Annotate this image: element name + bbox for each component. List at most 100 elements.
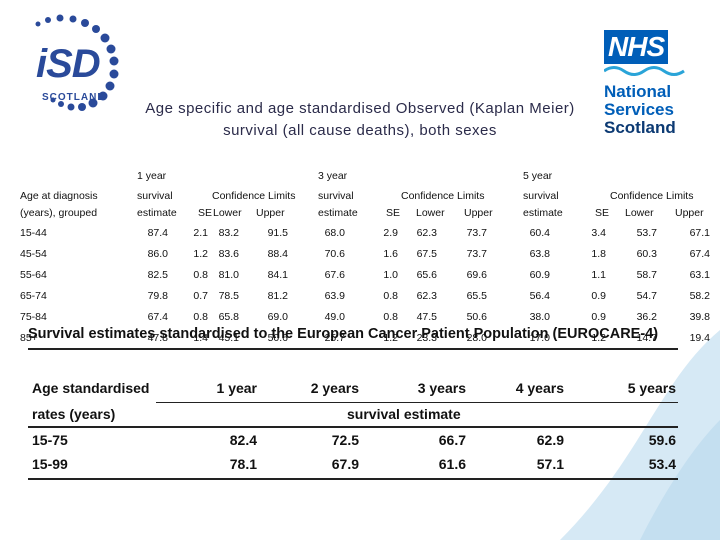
table2-column-header: 2 years xyxy=(310,380,359,396)
table2-cell: 82.4 xyxy=(229,432,257,448)
table1-cell: 83.2 xyxy=(218,227,239,239)
table1-cell: 83.6 xyxy=(218,248,239,260)
confidence-limits-1: Confidence Limits xyxy=(212,190,296,202)
age-group-label: 65-74 xyxy=(20,290,47,302)
table2-header-line1: Age standardised xyxy=(32,380,150,396)
table1-cell: 1.8 xyxy=(591,248,606,260)
table1-cell: 50.6 xyxy=(466,311,487,323)
row-header-line2: (years), grouped xyxy=(20,207,98,219)
table1-cell: 67.4 xyxy=(147,311,168,323)
rule-top xyxy=(28,348,678,350)
isd-subtitle: SCOTLAND xyxy=(42,92,106,103)
table1-cell: 0.9 xyxy=(591,311,606,323)
confidence-limits-3: Confidence Limits xyxy=(401,190,485,202)
nhs-services: Services xyxy=(604,100,674,119)
table1-cell: 0.8 xyxy=(383,290,398,302)
table1-cell: 65.8 xyxy=(218,311,239,323)
confidence-limits-5: Confidence Limits xyxy=(610,190,694,202)
table1-cell: 1.0 xyxy=(383,269,398,281)
survival-5: survival xyxy=(523,190,559,202)
table1-cell: 60.4 xyxy=(529,227,550,239)
age-group-label: 45-54 xyxy=(20,248,47,260)
table1-cell: 69.0 xyxy=(267,311,288,323)
lower-1: Lower xyxy=(213,207,242,219)
table1-cell: 79.8 xyxy=(147,290,168,302)
nhs-wave-icon xyxy=(603,66,685,76)
table1-cell: 53.7 xyxy=(636,227,657,239)
table2-cell: 78.1 xyxy=(229,456,257,472)
age-group-label: 75-84 xyxy=(20,311,47,323)
table1-cell: 54.7 xyxy=(636,290,657,302)
se-3: SE xyxy=(386,207,401,219)
table1-cell: 3.4 xyxy=(591,227,606,239)
row-header-line1: Age at diagnosis xyxy=(20,190,98,202)
nhs-badge: NHS xyxy=(604,30,669,64)
table1-cell: 91.5 xyxy=(267,227,288,239)
rule-mid xyxy=(156,402,678,403)
table2-cell: 61.6 xyxy=(438,456,466,472)
rule-sub xyxy=(28,426,678,428)
table1-cell: 67.6 xyxy=(324,269,345,281)
isd-scotland-logo: iSD SCOTLAND xyxy=(18,14,133,119)
standardised-table: Survival estimates standardised to the E… xyxy=(22,326,682,480)
table1-cell: 2.1 xyxy=(193,227,208,239)
table1-cell: 73.7 xyxy=(466,227,487,239)
table1-cell: 60.3 xyxy=(636,248,657,260)
table2-cell: 62.9 xyxy=(536,432,564,448)
se-5: SE xyxy=(595,207,610,219)
se-1: SE xyxy=(198,207,213,219)
period-1-year: 1 year xyxy=(137,170,167,182)
table2-cell: 66.7 xyxy=(438,432,466,448)
table1-cell: 36.2 xyxy=(636,311,657,323)
table1-cell: 45.1 xyxy=(218,332,239,344)
table2-column-header: 1 year xyxy=(216,380,257,396)
period-3-year: 3 year xyxy=(318,170,348,182)
table1-cell: 81.2 xyxy=(267,290,288,302)
table1-cell: 68.0 xyxy=(324,227,345,239)
lower-3: Lower xyxy=(416,207,445,219)
table1-cell: 81.0 xyxy=(218,269,239,281)
table1-cell: 67.1 xyxy=(689,227,710,239)
table1-cell: 39.8 xyxy=(689,311,710,323)
table1-cell: 82.5 xyxy=(147,269,168,281)
table1-cell: 88.4 xyxy=(267,248,288,260)
table1-cell: 1.2 xyxy=(383,332,398,344)
table1-cell: 63.8 xyxy=(529,248,550,260)
table1-cell: 28.0 xyxy=(466,332,487,344)
upper-5: Upper xyxy=(675,207,704,219)
table1-cell: 1.2 xyxy=(193,248,208,260)
lower-5: Lower xyxy=(625,207,654,219)
estimate-3: estimate xyxy=(318,207,358,219)
table1-cell: 14.7 xyxy=(636,332,657,344)
table1-cell: 56.4 xyxy=(529,290,550,302)
table1-cell: 1.4 xyxy=(193,332,208,344)
table1-cell: 67.5 xyxy=(416,248,437,260)
table1-cell: 67.4 xyxy=(689,248,710,260)
table1-cell: 23.3 xyxy=(416,332,437,344)
table2-row-label: 15-75 xyxy=(32,432,68,448)
table2-cell: 57.1 xyxy=(536,456,564,472)
nhs-national: National xyxy=(604,82,672,101)
table1-cell: 62.3 xyxy=(416,290,437,302)
title-line-1: Age specific and age standardised Observ… xyxy=(145,100,575,117)
period-5-year: 5 year xyxy=(523,170,553,182)
estimate-1: estimate xyxy=(137,207,177,219)
table1-cell: 69.6 xyxy=(466,269,487,281)
table1-cell: 1.2 xyxy=(591,332,606,344)
age-group-label: 55-64 xyxy=(20,269,47,281)
isd-mark: iSD xyxy=(36,42,101,86)
table1-cell: 86.0 xyxy=(147,248,168,260)
survival-1: survival xyxy=(137,190,173,202)
upper-1: Upper xyxy=(256,207,285,219)
table2-row-label: 15-99 xyxy=(32,456,68,472)
table2-column-header: 4 years xyxy=(515,380,564,396)
nhs-scotland: Scotland xyxy=(604,118,676,137)
table2-subheader: survival estimate xyxy=(347,406,461,422)
nhs-logo: NHS National Services Scotland xyxy=(603,30,686,137)
table1-cell: 0.7 xyxy=(193,290,208,302)
page-title: Age specific and age standardised Observ… xyxy=(100,98,620,142)
rule-bottom xyxy=(28,478,678,480)
table1-cell: 25.7 xyxy=(324,332,345,344)
table2-title: Survival estimates standardised to the E… xyxy=(28,326,659,342)
